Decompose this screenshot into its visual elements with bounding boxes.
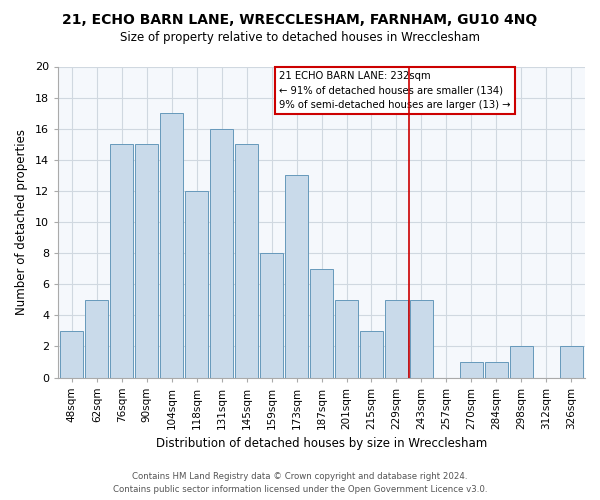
Bar [160, 113, 184, 378]
Bar [560, 346, 583, 378]
Bar [135, 144, 158, 378]
Bar [485, 362, 508, 378]
Text: Size of property relative to detached houses in Wrecclesham: Size of property relative to detached ho… [120, 32, 480, 44]
Bar [360, 331, 383, 378]
Bar [510, 346, 533, 378]
Bar [460, 362, 483, 378]
Text: 21, ECHO BARN LANE, WRECCLESHAM, FARNHAM, GU10 4NQ: 21, ECHO BARN LANE, WRECCLESHAM, FARNHAM… [62, 12, 538, 26]
Bar [385, 300, 408, 378]
Bar [285, 176, 308, 378]
Bar [410, 300, 433, 378]
Bar [85, 300, 109, 378]
X-axis label: Distribution of detached houses by size in Wrecclesham: Distribution of detached houses by size … [156, 437, 487, 450]
Bar [185, 191, 208, 378]
Text: Contains HM Land Registry data © Crown copyright and database right 2024.
Contai: Contains HM Land Registry data © Crown c… [113, 472, 487, 494]
Bar [210, 128, 233, 378]
Bar [310, 268, 333, 378]
Bar [260, 253, 283, 378]
Bar [235, 144, 258, 378]
Bar [335, 300, 358, 378]
Text: 21 ECHO BARN LANE: 232sqm
← 91% of detached houses are smaller (134)
9% of semi-: 21 ECHO BARN LANE: 232sqm ← 91% of detac… [279, 71, 511, 110]
Bar [110, 144, 133, 378]
Y-axis label: Number of detached properties: Number of detached properties [15, 129, 28, 315]
Bar [60, 331, 83, 378]
